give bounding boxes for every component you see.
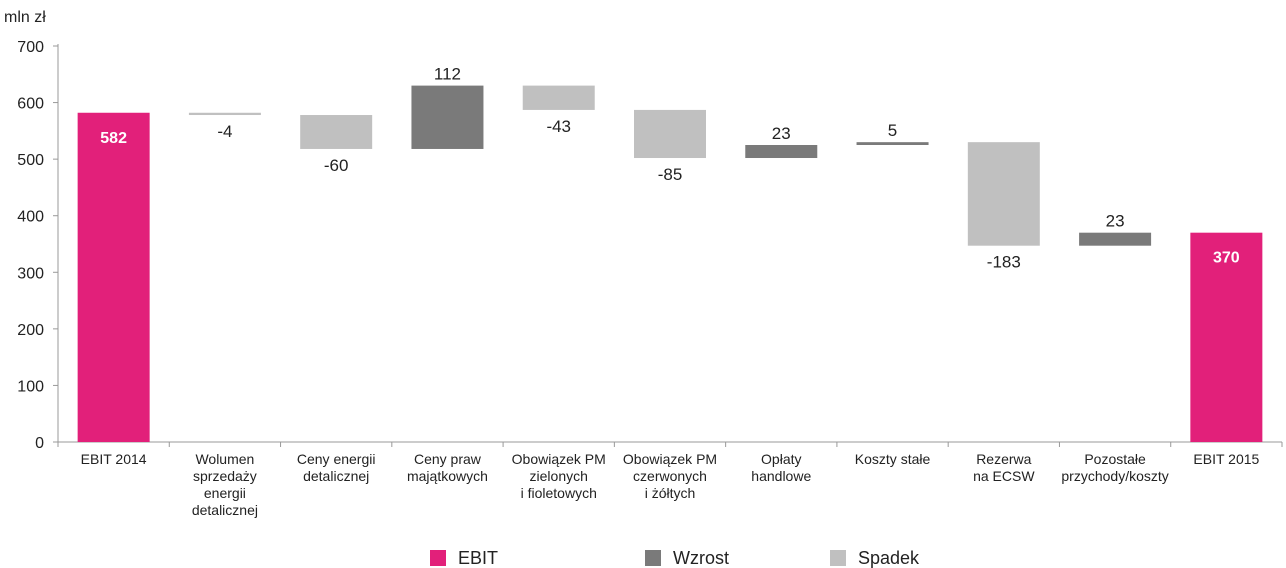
data-label: -60 bbox=[324, 156, 349, 175]
legend-item-wzrost: Wzrost bbox=[645, 548, 729, 568]
bar-ebit bbox=[1190, 232, 1263, 442]
legend-item-spadek: Spadek bbox=[830, 548, 919, 568]
x-category-label-line: i fioletowych bbox=[521, 485, 597, 501]
x-category-label-line: energii bbox=[204, 485, 246, 501]
x-category-label: Opłaty handlowe bbox=[751, 451, 811, 484]
data-label: 112 bbox=[434, 65, 461, 84]
x-category-label: Obowiązek PM zielonych i fioletowych bbox=[512, 451, 606, 501]
y-tick-label: 0 bbox=[35, 435, 44, 452]
x-category-label-line: EBIT 2014 bbox=[81, 451, 147, 467]
legend-swatch-spadek bbox=[830, 550, 846, 566]
bar-wzrost bbox=[856, 142, 929, 145]
bar-ebit bbox=[77, 112, 150, 443]
x-category-label-line: Rezerwa bbox=[976, 451, 1031, 467]
y-axis-unit-label: mln zł bbox=[4, 9, 46, 26]
x-category-label: Wolumen sprzedaży energii detalicznej bbox=[192, 451, 258, 518]
bar-spadek bbox=[522, 85, 595, 110]
x-category-label-line: Wolumen bbox=[195, 451, 254, 467]
bar-spadek bbox=[300, 115, 373, 149]
bar-spadek bbox=[634, 109, 706, 159]
x-category-label: Ceny praw majątkowych bbox=[407, 451, 488, 484]
x-category-label-line: Opłaty bbox=[761, 451, 801, 467]
x-category-label-line: Koszty stałe bbox=[855, 451, 931, 467]
x-category-label-line: na ECSW bbox=[973, 468, 1035, 484]
x-category-label-line: detalicznej bbox=[303, 468, 369, 484]
bar-spadek bbox=[967, 142, 1040, 246]
data-label: -43 bbox=[546, 117, 571, 136]
x-category-label-line: Ceny praw bbox=[414, 451, 482, 467]
legend-swatch-wzrost bbox=[645, 550, 661, 566]
x-category-label-line: Ceny energii bbox=[297, 451, 376, 467]
x-category-label-line: i żółtych bbox=[645, 485, 696, 501]
y-tick-label: 200 bbox=[17, 322, 44, 339]
x-category-label: Obowiązek PM czerwonych i żółtych bbox=[623, 451, 717, 501]
bar-wzrost bbox=[745, 145, 818, 159]
x-category-label: Rezerwa na ECSW bbox=[973, 451, 1035, 484]
data-label: 23 bbox=[1106, 212, 1125, 231]
bar-spadek bbox=[188, 112, 261, 116]
x-category-label-line: czerwonych bbox=[633, 468, 707, 484]
y-tick-label: 600 bbox=[17, 96, 44, 113]
legend-label-ebit: EBIT bbox=[458, 548, 499, 568]
x-category-label-line: sprzedaży bbox=[193, 468, 257, 484]
x-category-label-line: zielonych bbox=[530, 468, 588, 484]
y-tick-label: 700 bbox=[17, 39, 44, 56]
x-category-label: Pozostałe przychody/koszty bbox=[1061, 451, 1168, 484]
x-category-label-line: EBIT 2015 bbox=[1193, 451, 1259, 467]
x-category-label-line: majątkowych bbox=[407, 468, 488, 484]
x-category-label-line: Obowiązek PM bbox=[512, 451, 606, 467]
x-category-label: EBIT 2015 bbox=[1193, 451, 1259, 467]
x-category-label-line: Obowiązek PM bbox=[623, 451, 717, 467]
data-label: 5 bbox=[888, 121, 897, 140]
waterfall-chart: mln zł 0 100 200 300 400 500 600 700 582 EBIT 2014… bbox=[4, 9, 1283, 518]
data-label: 370 bbox=[1213, 250, 1240, 267]
bar-wzrost bbox=[411, 85, 484, 149]
x-category-label: Ceny energii detalicznej bbox=[297, 451, 376, 484]
y-tick-label: 500 bbox=[17, 152, 44, 169]
x-category-label-line: Pozostałe bbox=[1084, 451, 1146, 467]
data-label: -183 bbox=[987, 253, 1021, 272]
x-category-label: EBIT 2014 bbox=[81, 451, 147, 467]
legend-swatch-ebit bbox=[430, 550, 446, 566]
y-tick-label: 300 bbox=[17, 265, 44, 282]
legend-item-ebit: EBIT bbox=[430, 548, 498, 568]
data-label: -4 bbox=[217, 122, 232, 141]
data-label: 23 bbox=[772, 124, 791, 143]
data-label: 582 bbox=[100, 130, 127, 147]
x-category-label-line: przychody/koszty bbox=[1061, 468, 1168, 484]
legend-label-spadek: Spadek bbox=[858, 548, 920, 568]
y-tick-label: 400 bbox=[17, 209, 44, 226]
legend-label-wzrost: Wzrost bbox=[673, 548, 729, 568]
bar-wzrost bbox=[1079, 232, 1152, 246]
x-category-label-line: handlowe bbox=[751, 468, 811, 484]
x-category-label: Koszty stałe bbox=[855, 451, 931, 467]
data-label: -85 bbox=[658, 165, 683, 184]
chart-legend: EBIT Wzrost Spadek bbox=[0, 548, 1286, 568]
y-tick-label: 100 bbox=[17, 378, 44, 395]
x-category-label-line: detalicznej bbox=[192, 502, 258, 518]
